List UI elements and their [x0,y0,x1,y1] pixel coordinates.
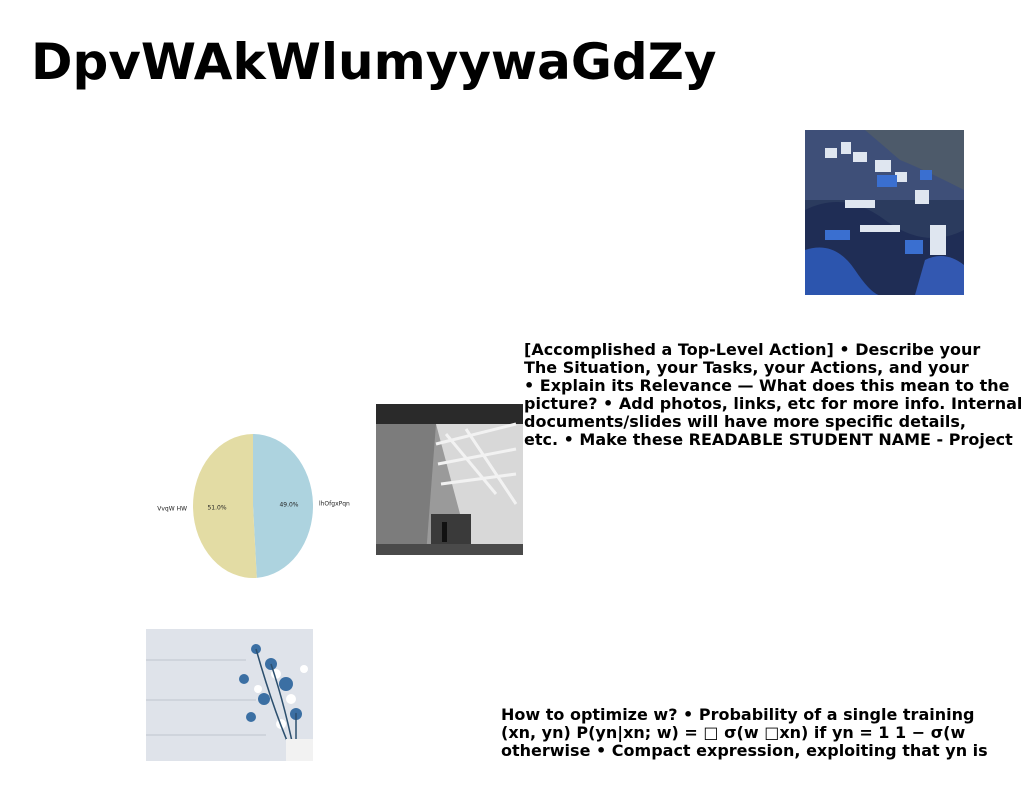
pie-category-label: lhOfgxPqn [319,501,350,508]
text-line: [Accomplished a Top-Level Action] • Desc… [524,340,981,359]
pie-slice [253,434,314,578]
body-text-block-2: How to optimize w? • Probability of a si… [501,706,988,760]
flower-vase-image [146,629,313,761]
pie-chart: 49.0% lhOfgxPqn 51.0% VvqW HW [150,425,360,585]
text-line: How to optimize w? • Probability of a si… [501,705,975,724]
text-line: picture? • Add photos, links, etc for mo… [524,394,1023,413]
pie-slice [193,434,257,578]
body-text-block-1: [Accomplished a Top-Level Action] • Desc… [524,341,1022,449]
text-line: The Situation, your Tasks, your Actions,… [524,358,969,377]
pie-value-label: 49.0% [279,502,298,509]
harbor-village-image [805,130,964,295]
timber-interior-image [376,404,523,555]
pie-value-label: 51.0% [207,504,226,511]
text-line: otherwise • Compact expression, exploiti… [501,741,988,760]
text-line: • Explain its Relevance — What does this… [524,376,1010,395]
slide-title: DpvWAkWlumyywaGdZy [31,33,717,91]
text-line: etc. • Make these READABLE STUDENT NAME … [524,430,1013,449]
text-line: documents/slides will have more specific… [524,412,966,431]
pie-category-label: VvqW HW [157,505,187,512]
text-line: (xn, yn) P(yn|xn; w) = □ σ(w □xn) if yn … [501,723,966,742]
